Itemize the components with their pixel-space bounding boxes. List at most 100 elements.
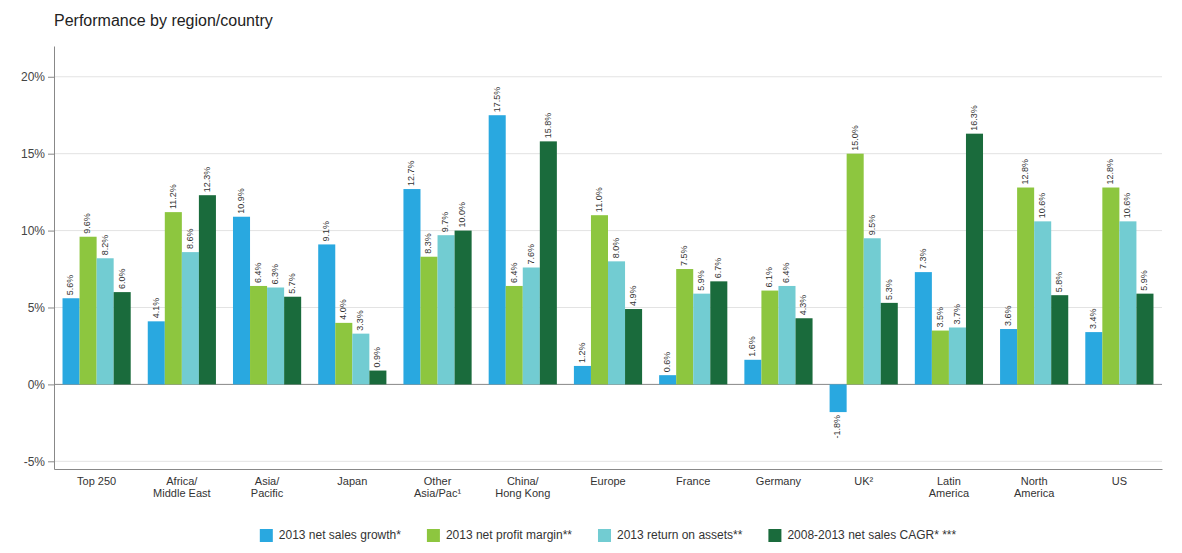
data-label: 10.6%	[1122, 193, 1132, 219]
data-label: 12.7%	[406, 161, 416, 187]
x-tick-label-line: America	[929, 487, 970, 499]
bar	[1017, 188, 1034, 385]
bar	[1034, 221, 1051, 384]
bar	[148, 321, 165, 384]
title: Performance by region/country	[54, 12, 273, 29]
bar	[778, 286, 795, 384]
bars	[63, 115, 1154, 412]
data-label: 15.0%	[850, 125, 860, 151]
y-axis-line	[54, 47, 55, 470]
data-label: 6.1%	[764, 267, 774, 288]
x-tick-label: Top 250	[77, 475, 116, 487]
data-label: 8.2%	[100, 235, 110, 256]
data-label: 8.6%	[185, 229, 195, 250]
bar	[318, 244, 335, 384]
bar	[608, 261, 625, 384]
legend-swatch	[260, 529, 273, 542]
y-tick: 0%	[28, 378, 54, 392]
x-tick-label: UK²	[854, 475, 873, 487]
bar	[949, 327, 966, 384]
data-label: 10.0%	[457, 202, 467, 228]
x-tick-label: China/Hong Kong	[495, 475, 550, 500]
data-label: 12.3%	[202, 167, 212, 193]
x-tick-label: NorthAmerica	[1014, 475, 1055, 500]
y-tick: -5%	[24, 455, 54, 469]
x-tick-label-line: US	[1112, 475, 1127, 487]
bar	[233, 217, 250, 385]
bar	[523, 267, 540, 384]
legend-item: 2013 return on assets**	[598, 528, 743, 542]
x-tick: US	[1112, 475, 1127, 487]
bar	[1136, 294, 1153, 385]
grid	[54, 77, 1162, 462]
y-tick-mark	[48, 307, 54, 308]
x-tick-label: Germany	[756, 475, 802, 487]
bar	[659, 375, 676, 384]
x-tick: Asia/Pacific	[251, 475, 284, 500]
data-label: 6.3%	[270, 264, 280, 285]
data-label: 4.3%	[798, 295, 808, 316]
plot: -5% 0% 5% 10% 15% 20% Top 250 Africa/Middle Eas…	[21, 47, 1163, 500]
y-tick-mark	[48, 384, 54, 385]
x-tick-label-line: Hong Kong	[495, 487, 550, 499]
data-label: 0.9%	[372, 347, 382, 368]
bar	[881, 303, 898, 385]
legend-item: 2013 net profit margin**	[427, 528, 572, 542]
data-label: -1.8%	[832, 415, 842, 439]
data-label: 5.8%	[1054, 272, 1064, 293]
y-tick: 5%	[28, 301, 54, 315]
x-axis-line	[55, 469, 1163, 470]
bar	[574, 366, 591, 384]
y-axis: -5% 0% 5% 10% 15% 20%	[21, 47, 55, 470]
data-label: 9.7%	[440, 212, 450, 233]
x-tick: Africa/Middle East	[153, 475, 210, 500]
y-tick-label: 10%	[21, 224, 45, 238]
bar	[80, 237, 97, 385]
y-tick-mark	[48, 461, 54, 462]
bar	[506, 286, 523, 384]
bar	[932, 331, 949, 385]
bar	[591, 215, 608, 384]
bar	[744, 360, 761, 385]
legend-item: 2013 net sales growth*	[260, 528, 401, 542]
x-tick-label-line: UK²	[854, 475, 873, 487]
x-tick-label: Asia/Pacific	[251, 475, 284, 500]
x-tick-label-line: Asia/	[255, 475, 280, 487]
x-tick-label-line: Latin	[937, 475, 961, 487]
data-labels: 5.6%4.1%10.9%9.1%12.7%17.5%1.2%0.6%1.6%-…	[65, 87, 1149, 439]
y-tick: 20%	[21, 70, 54, 84]
data-label: 1.2%	[577, 342, 587, 363]
bar-series	[114, 134, 1154, 385]
data-label: 16.3%	[969, 105, 979, 131]
legend-item: 2008-2013 net sales CAGR* ***	[768, 528, 956, 542]
data-label: 5.6%	[65, 275, 75, 296]
data-label: 11.0%	[594, 187, 604, 212]
legend-label: 2013 return on assets**	[617, 528, 743, 542]
data-label: 6.0%	[117, 269, 127, 290]
x-tick: LatinAmerica	[929, 475, 970, 500]
bar	[335, 323, 352, 385]
bar	[625, 309, 642, 384]
x-tick-label: US	[1112, 475, 1127, 487]
y-tick-label: 15%	[21, 147, 45, 161]
bar	[1085, 332, 1102, 384]
data-label: 4.0%	[338, 299, 348, 320]
bar-series	[80, 154, 1120, 385]
data-label: 6.4%	[781, 262, 791, 283]
x-axis: Top 250Africa/Middle EastAsia/PacificJap…	[55, 470, 1163, 500]
bar-series	[63, 115, 1103, 412]
x-tick-label: LatinAmerica	[929, 475, 970, 500]
legend-swatch	[598, 529, 611, 542]
y-tick-label: 20%	[21, 70, 45, 84]
y-tick: 15%	[21, 147, 54, 161]
y-tick-mark	[48, 154, 54, 155]
bar	[267, 287, 284, 384]
chart: Performance by region/country -5% 0% 5% 10% 1…	[0, 0, 1182, 553]
data-label: 12.8%	[1020, 159, 1030, 185]
data-label: 4.1%	[151, 298, 161, 319]
x-tick-label-line: Europe	[590, 475, 625, 487]
data-label: 10.6%	[1037, 193, 1047, 219]
legend-label: 2008-2013 net sales CAGR* ***	[787, 528, 956, 542]
grid-line	[54, 461, 1162, 462]
x-tick: Germany	[756, 475, 802, 487]
